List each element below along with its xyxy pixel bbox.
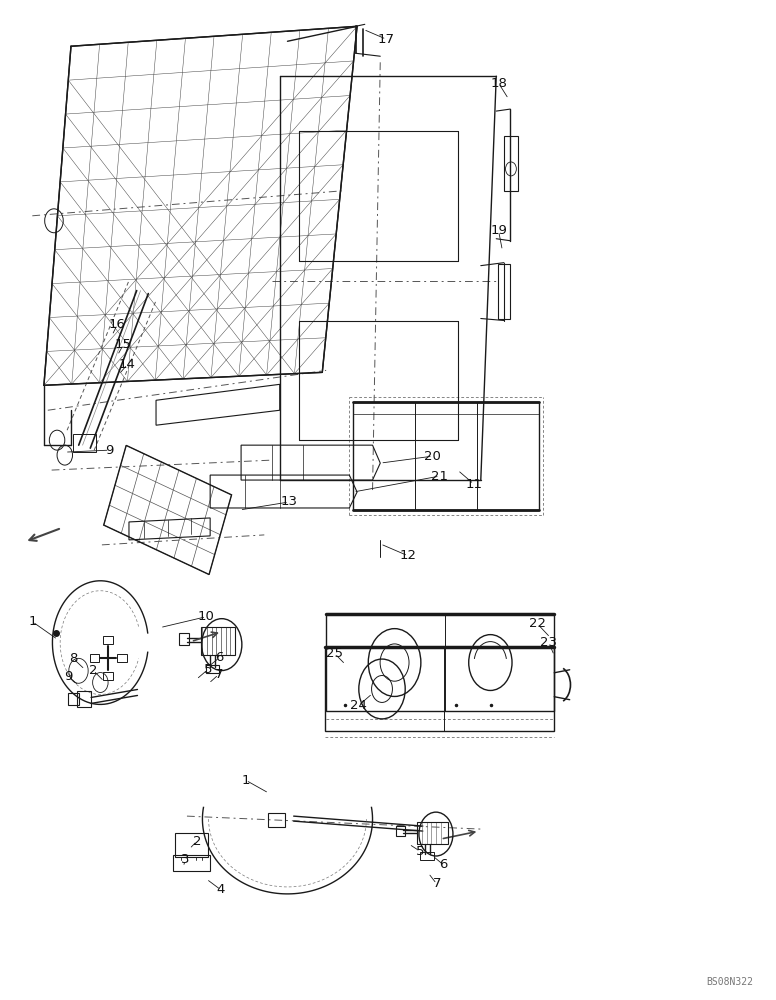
Text: 13: 13 (281, 495, 297, 508)
Bar (179, 633, 189, 645)
Text: 4: 4 (217, 883, 225, 896)
Text: 21: 21 (431, 470, 449, 483)
Text: 23: 23 (540, 636, 557, 649)
Bar (77, 691, 91, 707)
Text: 6: 6 (215, 651, 223, 664)
Text: 17: 17 (378, 33, 395, 46)
Text: 25: 25 (326, 647, 343, 660)
Text: 2: 2 (89, 664, 98, 677)
Text: 3: 3 (181, 853, 189, 866)
Bar (421, 852, 435, 860)
Bar (497, 264, 510, 319)
Bar (175, 833, 208, 857)
Text: 11: 11 (466, 478, 483, 491)
Bar (324, 647, 554, 731)
Bar (326, 614, 554, 711)
Bar (353, 402, 539, 510)
Bar (206, 665, 220, 673)
Text: 14: 14 (119, 358, 136, 371)
Bar (103, 636, 113, 644)
Text: 24: 24 (350, 699, 367, 712)
Text: 22: 22 (528, 617, 546, 630)
Bar (117, 654, 126, 662)
Text: 1: 1 (241, 774, 250, 787)
Text: 12: 12 (400, 549, 417, 562)
Text: 16: 16 (109, 318, 126, 331)
Bar (103, 672, 113, 680)
Bar (504, 136, 518, 191)
Text: 5: 5 (203, 663, 212, 676)
Bar (173, 855, 210, 871)
Bar (417, 822, 449, 844)
Bar (89, 654, 99, 662)
Bar (268, 813, 285, 827)
Bar (396, 826, 405, 836)
Text: 10: 10 (198, 610, 215, 623)
Bar (201, 627, 235, 655)
Text: 9: 9 (64, 670, 73, 683)
Bar (68, 693, 78, 705)
Text: 9: 9 (106, 444, 114, 457)
Text: 1: 1 (28, 615, 36, 628)
Text: 15: 15 (115, 338, 132, 351)
Text: 6: 6 (439, 858, 448, 871)
Text: 20: 20 (424, 450, 442, 463)
Text: 7: 7 (214, 668, 223, 681)
Text: 2: 2 (192, 835, 201, 848)
Text: 8: 8 (69, 652, 78, 665)
Bar (72, 434, 95, 452)
Text: 19: 19 (490, 224, 507, 237)
Text: 18: 18 (490, 77, 507, 90)
Text: 5: 5 (415, 845, 424, 858)
Text: BS08N322: BS08N322 (706, 977, 753, 987)
Text: 7: 7 (432, 877, 441, 890)
